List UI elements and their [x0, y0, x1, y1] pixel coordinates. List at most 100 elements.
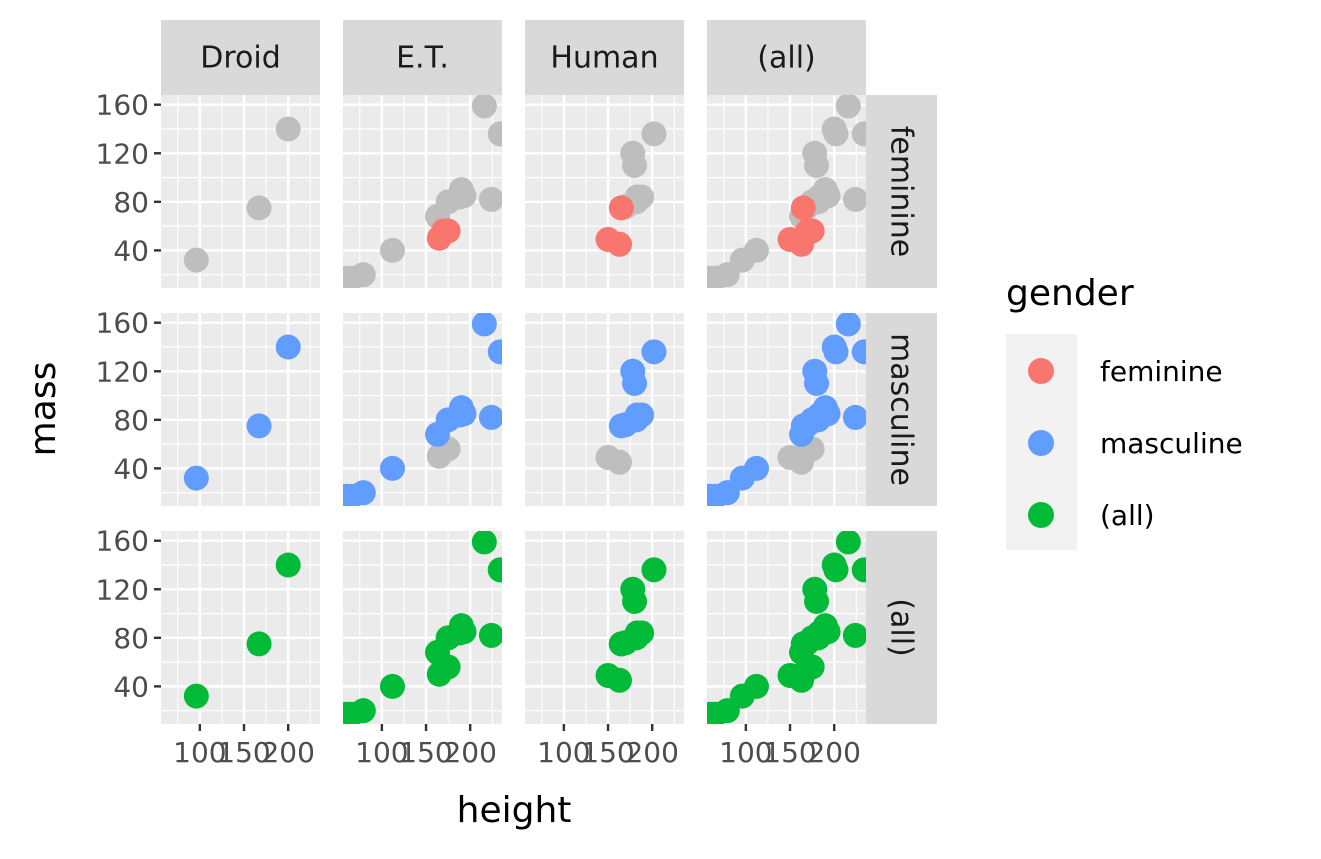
point-masculine: [471, 313, 497, 337]
panel-points: [595, 557, 667, 693]
strip-col-label: Droid: [200, 41, 281, 76]
point-masculine: [451, 401, 477, 427]
y-tick-label: 80: [113, 186, 149, 219]
x-tick-label: 200: [625, 736, 678, 769]
y-axes: 40 80 120 160 40 80 120 160 40 80 120 160: [96, 89, 161, 703]
legend-items: feminine masculine (all): [1028, 355, 1243, 532]
y-tick-label: 120: [96, 573, 149, 606]
legend-key: [1028, 502, 1054, 528]
y-tick-label: 160: [96, 307, 149, 340]
point-masculine: [487, 339, 502, 365]
point-all: [487, 557, 502, 583]
point-masculine: [835, 313, 861, 337]
point-background: [804, 152, 830, 178]
panel-all-feminine: [707, 95, 866, 288]
point-masculine: [379, 455, 405, 481]
panel-droid-feminine: [161, 95, 320, 288]
legend-title: gender: [1006, 273, 1134, 314]
point-all: [607, 667, 633, 693]
point-background: [811, 184, 837, 210]
strip-row-label: feminine: [884, 126, 919, 257]
point-background: [246, 195, 272, 221]
panel-et-feminine: [343, 95, 502, 288]
panel-points: [343, 531, 502, 724]
point-masculine: [350, 480, 376, 506]
panel-background: [343, 531, 502, 724]
point-all: [183, 683, 209, 709]
point-all: [842, 622, 866, 648]
point-background: [607, 449, 633, 475]
y-tick-label: 80: [113, 622, 149, 655]
y-tick-label: 160: [96, 89, 149, 122]
panel-droid-masculine: [161, 313, 320, 506]
y-tick-label: 80: [113, 404, 149, 437]
point-background: [789, 449, 815, 475]
point-all: [246, 631, 272, 657]
x-tick-label: 100: [355, 736, 408, 769]
point-background: [851, 121, 866, 147]
strip-col-background: [707, 20, 866, 95]
strip-col-label: Human: [550, 41, 658, 76]
point-background: [622, 152, 648, 178]
point-background: [487, 121, 502, 147]
point-background: [835, 95, 861, 119]
point-all: [641, 557, 667, 583]
x-tick-label: 100: [173, 736, 226, 769]
point-feminine: [789, 231, 815, 257]
strip-col: E.T.: [343, 20, 502, 95]
strip-row: (all): [866, 531, 937, 724]
point-masculine: [275, 334, 301, 360]
point-feminine: [607, 231, 633, 257]
point-background: [629, 184, 655, 210]
strip-col-label: (all): [757, 41, 815, 76]
strip-col-background: [343, 20, 502, 95]
legend: gender feminine masculine (all): [1006, 273, 1243, 550]
point-all: [835, 531, 861, 555]
point-all: [851, 557, 866, 583]
legend-item: feminine: [1028, 355, 1223, 388]
panel-human-feminine: [525, 95, 684, 288]
y-tick-label: 40: [113, 234, 149, 267]
strip-col-background: [525, 20, 684, 95]
panel-points: [595, 121, 667, 257]
x-tick-label: 150: [399, 736, 452, 769]
x-tick-label: 150: [763, 736, 816, 769]
strip-row: feminine: [866, 95, 937, 288]
panel-et-all: [343, 531, 502, 724]
x-tick-label: 200: [443, 736, 496, 769]
legend-label: feminine: [1100, 355, 1223, 388]
point-all: [714, 698, 740, 724]
x-tick-label: 200: [807, 736, 860, 769]
strip-row: masculine: [866, 313, 937, 506]
point-background: [275, 116, 301, 142]
point-background: [379, 237, 405, 263]
y-tick-label: 120: [96, 355, 149, 388]
y-tick-label: 40: [113, 670, 149, 703]
panel-et-masculine: [343, 313, 502, 506]
y-tick-label: 40: [113, 452, 149, 485]
x-tick-label: 150: [217, 736, 270, 769]
point-masculine: [743, 455, 769, 481]
point-all: [823, 557, 849, 583]
point-all: [804, 588, 830, 614]
point-masculine: [842, 404, 866, 430]
facet-panels: [161, 95, 866, 724]
point-masculine: [629, 402, 655, 428]
panel-points: [343, 313, 502, 506]
point-masculine: [804, 370, 830, 396]
point-all: [789, 667, 815, 693]
point-all: [471, 531, 497, 555]
point-all: [811, 620, 837, 646]
strip-col: Droid: [161, 20, 320, 95]
point-masculine: [246, 413, 272, 439]
point-all: [478, 622, 502, 648]
point-masculine: [823, 339, 849, 365]
legend-key: [1028, 430, 1054, 456]
x-tick-label: 100: [719, 736, 772, 769]
strip-row-label: masculine: [884, 333, 919, 486]
strip-col-background: [161, 20, 320, 95]
panel-background: [343, 95, 502, 288]
point-masculine: [183, 465, 209, 491]
x-tick-label: 100: [537, 736, 590, 769]
